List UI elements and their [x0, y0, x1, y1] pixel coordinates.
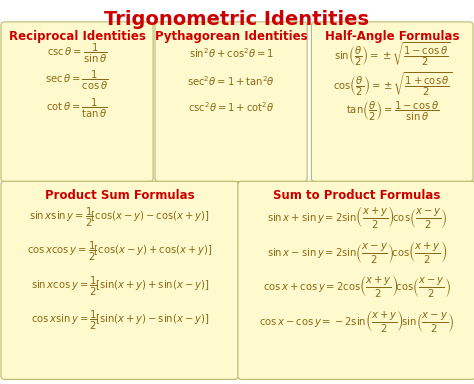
Text: $\sec\theta = \dfrac{1}{\cos\theta}$: $\sec\theta = \dfrac{1}{\cos\theta}$	[46, 69, 109, 92]
FancyBboxPatch shape	[311, 22, 473, 182]
FancyBboxPatch shape	[1, 22, 153, 182]
Text: Pythagorean Identities: Pythagorean Identities	[155, 30, 307, 43]
Text: Half-Angle Formulas: Half-Angle Formulas	[325, 30, 459, 43]
Text: Product Sum Formulas: Product Sum Formulas	[45, 189, 194, 202]
Text: Trigonometric Identities: Trigonometric Identities	[104, 10, 370, 28]
Text: $\cos x+\cos y=2\cos\!\left(\dfrac{x+y}{2}\right)\!\cos\!\left(\dfrac{x-y}{2}\ri: $\cos x+\cos y=2\cos\!\left(\dfrac{x+y}{…	[263, 273, 451, 299]
Text: $\sin x-\sin y=2\sin\!\left(\dfrac{x-y}{2}\right)\!\cos\!\left(\dfrac{x+y}{2}\ri: $\sin x-\sin y=2\sin\!\left(\dfrac{x-y}{…	[266, 238, 447, 265]
FancyBboxPatch shape	[1, 181, 238, 379]
Text: $\cos x\cos y=\dfrac{1}{2}\!\left[\cos(x-y)+\cos(x+y)\right]$: $\cos x\cos y=\dfrac{1}{2}\!\left[\cos(x…	[27, 240, 212, 263]
Text: $\sin^2\!\theta + \cos^2\!\theta = 1$: $\sin^2\!\theta + \cos^2\!\theta = 1$	[189, 46, 273, 60]
FancyBboxPatch shape	[155, 22, 307, 182]
Text: $\cos x\sin y=\dfrac{1}{2}\!\left[\sin(x+y)-\sin(x-y)\right]$: $\cos x\sin y=\dfrac{1}{2}\!\left[\sin(x…	[30, 309, 209, 332]
Text: $\sin x\cos y=\dfrac{1}{2}\!\left[\sin(x+y)+\sin(x-y)\right]$: $\sin x\cos y=\dfrac{1}{2}\!\left[\sin(x…	[30, 275, 209, 298]
Text: Reciprocal Identities: Reciprocal Identities	[9, 30, 146, 43]
Text: $\csc^2\!\theta = 1 + \cot^2\!\theta$: $\csc^2\!\theta = 1 + \cot^2\!\theta$	[188, 100, 274, 114]
FancyBboxPatch shape	[238, 181, 474, 379]
Text: $\tan\!\left(\dfrac{\theta}{2}\right)=\dfrac{1-\cos\theta}{\sin\theta}$: $\tan\!\left(\dfrac{\theta}{2}\right)=\d…	[346, 100, 439, 123]
Text: $\sec^2\!\theta = 1 + \tan^2\!\theta$: $\sec^2\!\theta = 1 + \tan^2\!\theta$	[187, 74, 275, 88]
Text: $\cot\theta = \dfrac{1}{\tan\theta}$: $\cot\theta = \dfrac{1}{\tan\theta}$	[46, 97, 108, 120]
Text: Sum to Product Formulas: Sum to Product Formulas	[273, 189, 440, 202]
Text: $\cos x-\cos y=-2\sin\!\left(\dfrac{x+y}{2}\right)\!\sin\!\left(\dfrac{x-y}{2}\r: $\cos x-\cos y=-2\sin\!\left(\dfrac{x+y}…	[259, 308, 454, 334]
Text: $\csc\theta = \dfrac{1}{\sin\theta}$: $\csc\theta = \dfrac{1}{\sin\theta}$	[47, 41, 107, 65]
Text: $\sin x+\sin y=2\sin\!\left(\dfrac{x+y}{2}\right)\!\cos\!\left(\dfrac{x-y}{2}\ri: $\sin x+\sin y=2\sin\!\left(\dfrac{x+y}{…	[266, 204, 447, 230]
Text: $\sin x\sin y=\dfrac{1}{2}\!\left[\cos(x-y)-\cos(x+y)\right]$: $\sin x\sin y=\dfrac{1}{2}\!\left[\cos(x…	[29, 205, 210, 228]
Text: $\cos\!\left(\dfrac{\theta}{2}\right)=\pm\sqrt{\dfrac{1+\cos\theta}{2}}$: $\cos\!\left(\dfrac{\theta}{2}\right)=\p…	[332, 70, 452, 98]
Text: $\sin\!\left(\dfrac{\theta}{2}\right)=\pm\sqrt{\dfrac{1-\cos\theta}{2}}$: $\sin\!\left(\dfrac{\theta}{2}\right)=\p…	[334, 41, 451, 68]
